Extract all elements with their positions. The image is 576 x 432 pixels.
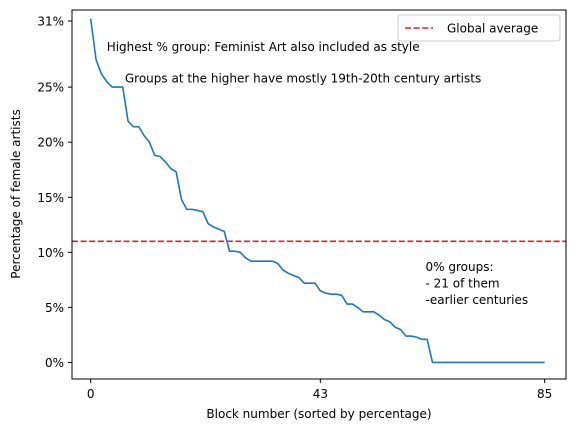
- annotations: Highest % group: Feminist Art also inclu…: [107, 40, 528, 307]
- legend-box: [397, 14, 561, 42]
- y-axis-label: Percentage of female artists: [9, 109, 23, 278]
- annotation-text: - 21 of them: [426, 277, 500, 291]
- y-tick-label: 31%: [37, 15, 64, 29]
- x-tick-label: 0: [87, 387, 95, 401]
- y-tick-label: 20%: [37, 136, 64, 150]
- x-tick-label: 85: [537, 387, 552, 401]
- y-tick-label: 0%: [45, 356, 64, 370]
- x-tick-label: 43: [313, 387, 328, 401]
- annotation-text: 0% groups:: [426, 260, 494, 274]
- data-series-line-0: [89, 18, 545, 364]
- annotation-text: Groups at the higher have mostly 19th-20…: [125, 72, 481, 86]
- annotation-text: -earlier centuries: [426, 293, 529, 307]
- legend: Global average: [397, 14, 561, 42]
- x-axis-label: Block number (sorted by percentage): [206, 407, 431, 421]
- x-axis: 0 43 85: [87, 379, 552, 401]
- axes-frame: [71, 9, 567, 380]
- plot-area: [72, 18, 566, 364]
- y-tick-label: 5%: [45, 301, 64, 315]
- y-tick-label: 15%: [37, 191, 64, 205]
- y-axis: 0% 5% 10% 15% 20% 25% 31%: [37, 15, 72, 370]
- y-tick-label: 25%: [37, 81, 64, 95]
- y-tick-label: 10%: [37, 246, 64, 260]
- legend-label-global-average: Global average: [447, 22, 538, 36]
- annotation-text: Highest % group: Feminist Art also inclu…: [107, 40, 420, 54]
